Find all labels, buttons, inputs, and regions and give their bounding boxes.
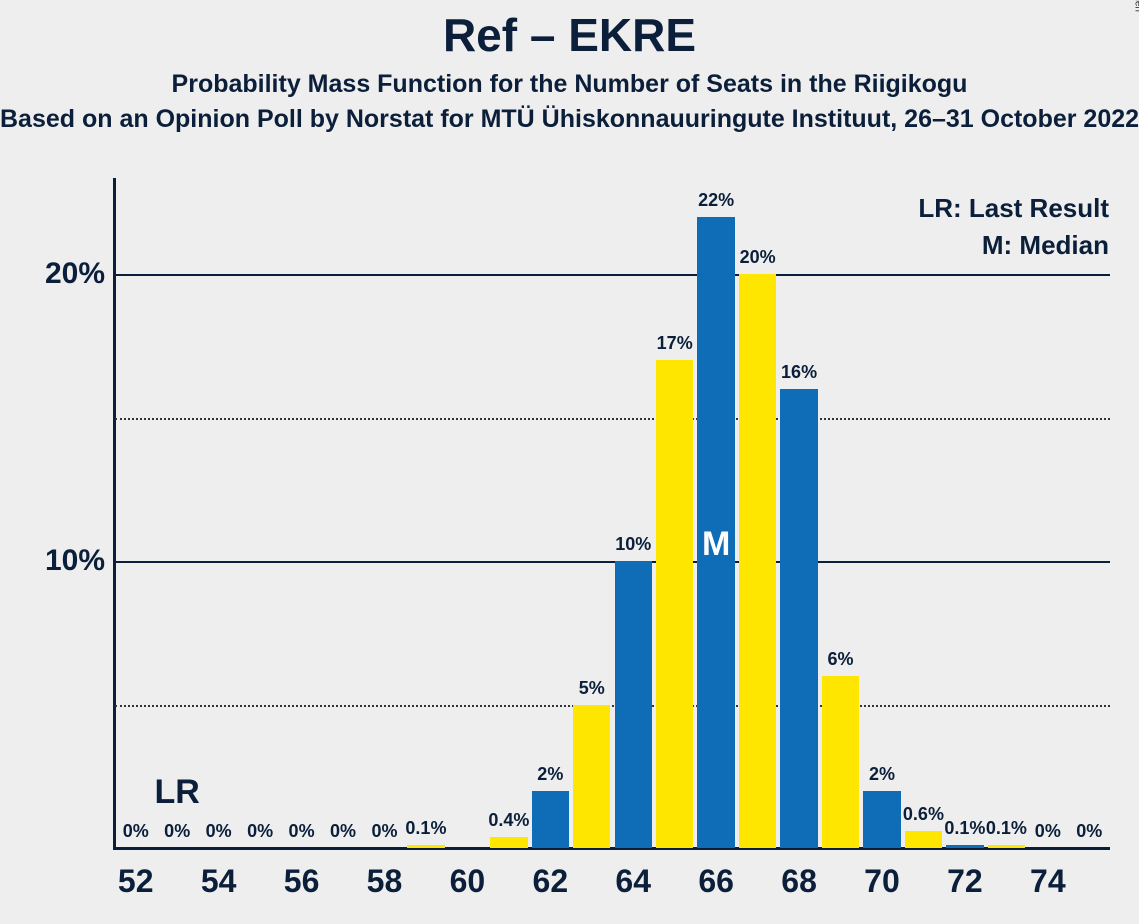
bar-label: 0% <box>371 821 397 842</box>
bar <box>988 845 1025 848</box>
bar-label: 10% <box>615 534 651 555</box>
bar <box>780 389 817 848</box>
bar <box>615 561 652 848</box>
bar <box>822 676 859 848</box>
x-tick-label: 72 <box>947 863 983 900</box>
copyright-text: © 2022 Filip van Laenen <box>1133 0 1139 12</box>
chart-title: Ref – EKRE <box>0 8 1139 62</box>
bar-label: 0% <box>1076 821 1102 842</box>
bar-label: 0.1% <box>944 818 985 839</box>
x-tick-label: 52 <box>118 863 154 900</box>
bar-label: 0% <box>247 821 273 842</box>
chart-subtitle2: Based on an Opinion Poll by Norstat for … <box>0 105 1139 134</box>
bar-label: 0% <box>164 821 190 842</box>
x-tick-label: 62 <box>533 863 569 900</box>
x-tick-label: 56 <box>284 863 320 900</box>
bar <box>532 791 569 848</box>
bar-label: 17% <box>657 333 693 354</box>
grid-line-minor <box>115 418 1110 420</box>
bar-label: 0% <box>330 821 356 842</box>
x-tick-label: 70 <box>864 863 900 900</box>
x-tick-label: 66 <box>698 863 734 900</box>
bar-label: 20% <box>740 247 776 268</box>
bar-label: 0.1% <box>986 818 1027 839</box>
x-tick-label: 74 <box>1030 863 1066 900</box>
bar-label: 2% <box>537 764 563 785</box>
bar <box>656 360 693 848</box>
y-axis <box>113 178 116 848</box>
bar-label: 16% <box>781 362 817 383</box>
plot: 10%20%5254565860626466687072740%0%LR0%0%… <box>115 188 1110 848</box>
bar <box>407 845 444 848</box>
chart-area: 10%20%5254565860626466687072740%0%LR0%0%… <box>115 188 1110 848</box>
x-tick-label: 58 <box>367 863 403 900</box>
bar <box>490 837 527 848</box>
bar-label: 0% <box>123 821 149 842</box>
bar-label: 0.4% <box>488 810 529 831</box>
bar <box>863 791 900 848</box>
bar-label: 0% <box>206 821 232 842</box>
bar-label: 0% <box>1035 821 1061 842</box>
x-tick-label: 68 <box>781 863 817 900</box>
x-tick-label: 60 <box>450 863 486 900</box>
bar-label: 6% <box>828 649 854 670</box>
median-marker: M <box>702 525 730 564</box>
bar <box>739 274 776 848</box>
grid-line <box>115 561 1110 563</box>
bar-label: 0.6% <box>903 804 944 825</box>
grid-line <box>115 274 1110 276</box>
bar <box>573 705 610 848</box>
y-tick-label: 10% <box>45 544 105 578</box>
x-tick-label: 54 <box>201 863 237 900</box>
bar <box>946 845 983 848</box>
bar-label: 2% <box>869 764 895 785</box>
chart-subtitle: Probability Mass Function for the Number… <box>0 70 1139 99</box>
bar-label: 22% <box>698 190 734 211</box>
bar-label: 0% <box>289 821 315 842</box>
bar <box>905 831 942 848</box>
bar-label: 5% <box>579 678 605 699</box>
last-result-marker: LR <box>155 773 200 812</box>
y-tick-label: 20% <box>45 257 105 291</box>
bar-label: 0.1% <box>405 818 446 839</box>
grid-line-minor <box>115 705 1110 707</box>
x-tick-label: 64 <box>615 863 651 900</box>
